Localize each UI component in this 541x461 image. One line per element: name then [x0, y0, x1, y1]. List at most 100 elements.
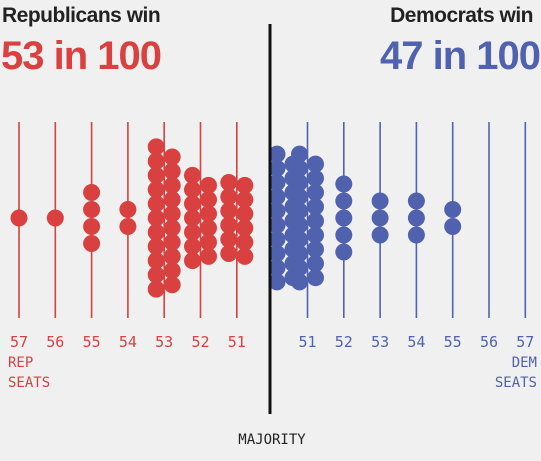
outcome-dot-rep-51-11 [236, 233, 254, 251]
outcome-dot-rep-53-10 [147, 266, 165, 284]
outcome-dot-rep-53-14 [163, 176, 181, 194]
outcome-dots [10, 138, 462, 298]
seat-tick-rep-57: 57 [10, 333, 28, 351]
outcome-dot-rep-53-4 [147, 181, 165, 199]
outcome-dot-rep-52-5 [184, 223, 201, 241]
outcome-dot-rep-55-3 [83, 218, 101, 235]
outcome-dot-rep-52-4 [184, 209, 201, 227]
outcome-dot-dem-54-3 [407, 226, 425, 244]
outcome-dot-dem-52-2 [335, 192, 353, 210]
outcome-dot-dem-51-14 [307, 198, 324, 216]
seat-tick-rep-52: 52 [191, 333, 209, 351]
outcome-dot-rep-52-2 [184, 181, 201, 199]
outcome-dot-rep-52-11 [200, 219, 217, 237]
outcome-dot-dem-51-3 [291, 174, 308, 191]
outcome-dot-rep-51-10 [236, 219, 254, 237]
outcome-dot-rep-51-8 [236, 191, 254, 209]
outcome-dot-dem-51-18 [307, 255, 324, 272]
outcome-dot-dem-50-7 [268, 230, 286, 248]
outcome-dot-dem-51-19 [307, 269, 324, 287]
outcome-dot-dem-51-16 [307, 226, 324, 244]
outcome-dot-rep-56-1 [46, 209, 64, 227]
seat-tick-rep-53: 53 [155, 333, 173, 351]
outcome-dot-dem-52-3 [335, 209, 353, 227]
outcome-dot-rep-53-13 [163, 162, 181, 180]
outcome-dot-dem-51-17 [307, 240, 324, 258]
rep-win-odds: 53 in 100 [1, 34, 162, 78]
outcome-dot-rep-53-8 [147, 237, 165, 255]
outcome-dot-dem-50-8 [268, 245, 286, 262]
outcome-dot-dem-51-6 [291, 216, 308, 234]
outcome-dot-rep-53-17 [163, 219, 181, 237]
outcome-dot-dem-51-15 [307, 212, 324, 230]
seat-tick-rep-51: 51 [228, 333, 246, 351]
outcome-dot-rep-51-12 [236, 247, 254, 265]
outcome-dot-rep-52-7 [184, 252, 201, 270]
outcome-dot-rep-54-2 [119, 218, 137, 235]
outcome-dot-rep-51-1 [220, 174, 238, 191]
outcome-dot-rep-55-1 [83, 184, 101, 201]
outcome-dot-dem-53-2 [371, 209, 389, 227]
outcome-dot-rep-57-1 [10, 209, 28, 227]
seat-tick-dem-57: 57 [516, 333, 534, 351]
dem-seats-label-line2: SEATS [495, 375, 537, 391]
outcome-dot-rep-53-19 [163, 247, 181, 265]
outcome-dot-dem-53-1 [371, 192, 389, 210]
dem-seats-label-line1: DEM [512, 355, 537, 371]
outcome-dot-rep-53-12 [163, 148, 181, 166]
rep-win-title: Republicans win [2, 4, 161, 27]
outcome-dot-rep-51-5 [220, 230, 238, 248]
outcome-dot-dem-55-2 [444, 218, 462, 235]
outcome-dot-rep-52-1 [184, 166, 201, 184]
outcome-dot-dem-50-9 [268, 259, 286, 277]
outcome-dot-dem-51-1 [291, 145, 308, 163]
outcome-dot-rep-52-3 [184, 195, 201, 213]
rep-seats-label-line1: REP [8, 355, 33, 371]
outcome-dot-dem-54-1 [407, 192, 425, 210]
outcome-dot-rep-53-15 [163, 191, 181, 209]
outcome-dot-rep-51-2 [220, 188, 238, 206]
outcome-dot-rep-53-21 [163, 276, 181, 294]
outcome-dot-dem-51-11 [307, 155, 324, 173]
outcome-dot-dem-51-7 [291, 230, 308, 248]
outcome-dot-rep-51-7 [236, 176, 254, 194]
outcome-dot-rep-53-3 [147, 166, 165, 184]
dem-win-odds: 47 in 100 [379, 34, 541, 78]
outcome-dot-dem-54-2 [407, 209, 425, 227]
outcome-dot-dem-50-5 [268, 202, 286, 220]
outcome-dot-rep-52-9 [200, 191, 217, 209]
outcome-dot-dem-50-3 [268, 174, 286, 191]
rep-seats-label-line2: SEATS [8, 375, 50, 391]
outcome-dot-rep-53-5 [147, 195, 165, 213]
outcome-dot-dem-51-13 [307, 184, 324, 201]
outcome-dot-dem-50-10 [268, 273, 286, 291]
outcome-dot-rep-53-2 [147, 152, 165, 170]
outcome-dot-dem-51-10 [291, 273, 308, 291]
outcome-dot-dem-50-6 [268, 216, 286, 234]
outcome-dot-dem-51-5 [291, 202, 308, 220]
outcome-dot-rep-53-20 [163, 262, 181, 280]
outcome-dot-rep-52-12 [200, 233, 217, 251]
seat-tick-rep-54: 54 [119, 333, 137, 351]
outcome-dot-rep-51-6 [220, 245, 238, 262]
outcome-dot-dem-50-4 [268, 188, 286, 206]
outcome-dot-dem-51-2 [291, 159, 308, 177]
outcome-dot-rep-53-7 [147, 223, 165, 241]
seat-tick-dem-55: 55 [444, 333, 462, 351]
majority-label: MAJORITY [238, 432, 306, 448]
seat-tick-labels: 57 56 55 54 53 52 51 51 52 53 54 55 56 57 [10, 333, 534, 351]
outcome-dot-rep-51-4 [220, 216, 238, 234]
outcome-dot-dem-53-3 [371, 226, 389, 244]
outcome-dot-rep-53-9 [147, 252, 165, 270]
outcome-dot-dem-51-8 [291, 245, 308, 262]
outcome-dot-dem-51-4 [291, 188, 308, 206]
outcome-dot-dem-50-1 [268, 145, 286, 163]
outcome-dot-dem-52-4 [335, 226, 353, 244]
outcome-dot-dem-52-5 [335, 243, 353, 261]
outcome-dot-rep-53-6 [147, 209, 165, 227]
outcome-dot-rep-53-11 [147, 280, 165, 298]
seat-tick-dem-54: 54 [407, 333, 425, 351]
seat-tick-dem-56: 56 [480, 333, 498, 351]
dem-win-title: Democrats win [390, 4, 533, 27]
